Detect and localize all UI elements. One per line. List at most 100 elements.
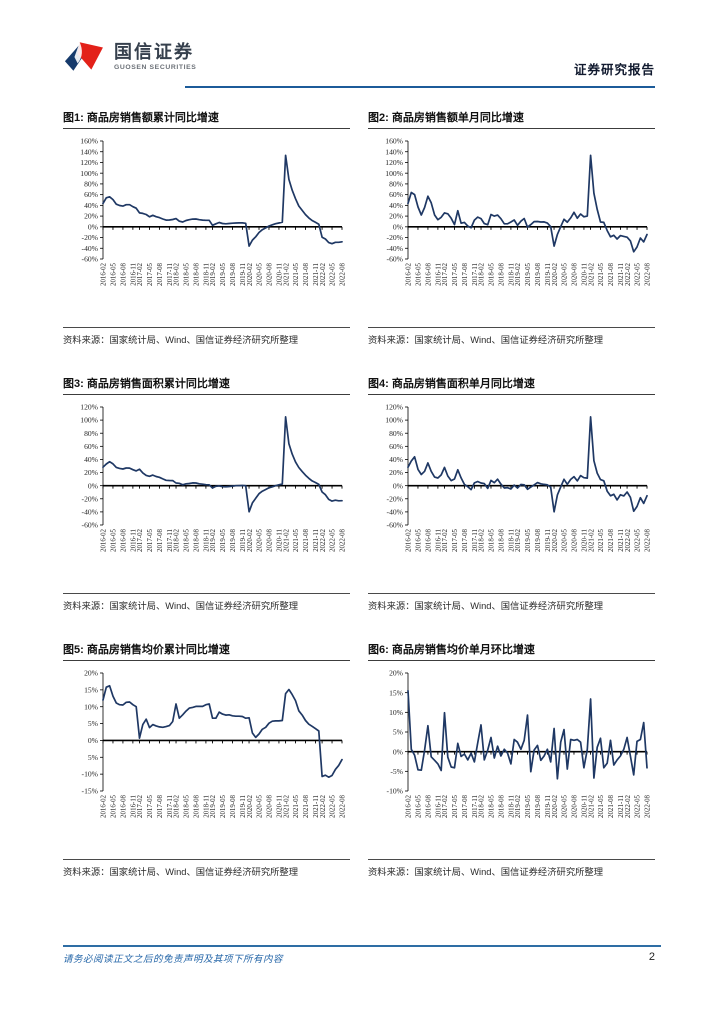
chart-cell-2: 图2: 商品房销售额单月同比增速 160% 140% 120% 100% 80% 60% 4… xyxy=(368,109,655,346)
svg-text:2019-08: 2019-08 xyxy=(535,262,542,286)
svg-text:2017-11: 2017-11 xyxy=(167,794,174,817)
svg-text:0%: 0% xyxy=(88,481,99,490)
svg-text:2017-02: 2017-02 xyxy=(442,262,449,286)
svg-text:100%: 100% xyxy=(80,416,98,425)
svg-text:2020-02: 2020-02 xyxy=(247,528,254,552)
line-chart-4: 120%100%80%60%40%20%0%-20%-40%-60%2016-0… xyxy=(385,403,651,552)
svg-text:-20%: -20% xyxy=(387,494,404,503)
svg-text:2018-02: 2018-02 xyxy=(479,262,486,286)
svg-text:2022-02: 2022-02 xyxy=(625,528,632,552)
svg-text:2020-08: 2020-08 xyxy=(572,262,579,286)
svg-text:2020-05: 2020-05 xyxy=(562,528,569,552)
svg-text:0%: 0% xyxy=(88,222,99,231)
svg-text:20%: 20% xyxy=(84,468,99,477)
svg-text:2016-02: 2016-02 xyxy=(101,528,108,552)
svg-text:-20%: -20% xyxy=(82,494,99,503)
svg-text:80%: 80% xyxy=(84,180,99,189)
svg-text:40%: 40% xyxy=(389,455,404,464)
svg-text:2019-05: 2019-05 xyxy=(525,528,532,552)
svg-text:2018-08: 2018-08 xyxy=(499,262,506,286)
page-number: 2 xyxy=(648,951,655,963)
svg-text:40%: 40% xyxy=(84,455,99,464)
chart-1-source: 资料来源：国家统计局、Wind、国信证券经济研究所整理 xyxy=(63,327,350,346)
svg-text:100%: 100% xyxy=(385,416,403,425)
svg-text:2019-02: 2019-02 xyxy=(210,262,217,286)
svg-text:2022-02: 2022-02 xyxy=(320,262,327,286)
svg-text:2019-11: 2019-11 xyxy=(240,528,247,551)
svg-text:2019-08: 2019-08 xyxy=(230,794,237,818)
svg-text:2018-08: 2018-08 xyxy=(194,528,201,552)
svg-text:2021-11: 2021-11 xyxy=(618,528,625,551)
svg-text:2017-05: 2017-05 xyxy=(452,794,459,818)
svg-text:2016-08: 2016-08 xyxy=(426,262,433,286)
svg-text:2019-05: 2019-05 xyxy=(525,794,532,818)
footer-disclaimer: 请务必阅读正文之后的免责声明及其项下所有内容 xyxy=(63,954,284,965)
svg-text:2016-08: 2016-08 xyxy=(121,528,128,552)
svg-text:2019-11: 2019-11 xyxy=(545,794,552,817)
svg-text:2021-02: 2021-02 xyxy=(588,794,595,818)
svg-text:2016-02: 2016-02 xyxy=(406,794,413,818)
svg-text:40%: 40% xyxy=(84,201,99,210)
svg-text:120%: 120% xyxy=(80,158,98,167)
svg-text:2020-02: 2020-02 xyxy=(247,794,254,818)
svg-text:2021-02: 2021-02 xyxy=(283,262,290,286)
svg-text:2016-11: 2016-11 xyxy=(131,794,138,817)
svg-text:2018-02: 2018-02 xyxy=(174,794,181,818)
svg-text:5%: 5% xyxy=(88,753,99,762)
svg-text:2017-02: 2017-02 xyxy=(137,262,144,286)
svg-text:2022-08: 2022-08 xyxy=(645,262,652,286)
guosen-logo: 国信证券 GUOSEN SECURITIES xyxy=(63,38,196,76)
svg-text:2018-02: 2018-02 xyxy=(479,794,486,818)
footer-divider xyxy=(63,945,661,947)
svg-text:120%: 120% xyxy=(385,158,403,167)
line-chart-1: 160%140% 120% 100% 80%60% 40% 20%0% -20% -40% -6… xyxy=(80,137,346,286)
svg-text:2020-08: 2020-08 xyxy=(267,528,274,552)
svg-text:2016-08: 2016-08 xyxy=(121,794,128,818)
svg-text:2022-08: 2022-08 xyxy=(340,794,347,818)
svg-text:2021-11: 2021-11 xyxy=(313,262,320,285)
page-header: 国信证券 GUOSEN SECURITIES 证券研究报告 xyxy=(63,36,655,88)
svg-text:2020-11: 2020-11 xyxy=(277,794,284,817)
svg-text:2017-11: 2017-11 xyxy=(472,528,479,551)
svg-text:2020-02: 2020-02 xyxy=(552,794,559,818)
svg-text:2016-08: 2016-08 xyxy=(121,262,128,286)
svg-text:2019-05: 2019-05 xyxy=(525,262,532,286)
chart-3-source: 资料来源：国家统计局、Wind、国信证券经济研究所整理 xyxy=(63,593,350,612)
svg-text:2019-08: 2019-08 xyxy=(230,262,237,286)
svg-text:2017-11: 2017-11 xyxy=(472,262,479,285)
svg-text:2018-05: 2018-05 xyxy=(184,794,191,818)
svg-text:2018-02: 2018-02 xyxy=(174,262,181,286)
chart-cell-3: 图3: 商品房销售面积累计同比增速 120% 100% 80% 60% 40% 20% 0%… xyxy=(63,375,350,612)
svg-text:2017-11: 2017-11 xyxy=(167,528,174,551)
svg-text:120%: 120% xyxy=(385,403,403,412)
svg-text:2020-02: 2020-02 xyxy=(247,262,254,286)
svg-text:2022-02: 2022-02 xyxy=(625,262,632,286)
chart-cell-4: 图4: 商品房销售面积单月同比增速 120% 100% 80% 60% 40% 20% 0%… xyxy=(368,375,655,612)
svg-text:2022-02: 2022-02 xyxy=(320,794,327,818)
chart-5-title: 图5: 商品房销售均价累计同比增速 xyxy=(63,641,350,661)
svg-text:-40%: -40% xyxy=(82,507,99,516)
svg-text:2017-11: 2017-11 xyxy=(167,262,174,285)
svg-text:-60%: -60% xyxy=(82,521,99,530)
svg-text:2018-11: 2018-11 xyxy=(204,262,211,285)
svg-text:2017-11: 2017-11 xyxy=(472,794,479,817)
svg-text:2017-08: 2017-08 xyxy=(462,262,469,286)
svg-text:20%: 20% xyxy=(389,468,404,477)
svg-text:2018-11: 2018-11 xyxy=(509,794,516,817)
line-chart-3: 120%100%80%60%40%20%0%-20%-40%-60%2016-0… xyxy=(80,403,346,552)
svg-text:-60%: -60% xyxy=(82,255,99,264)
svg-text:2018-05: 2018-05 xyxy=(184,528,191,552)
svg-text:2020-08: 2020-08 xyxy=(267,794,274,818)
svg-text:2019-02: 2019-02 xyxy=(515,262,522,286)
svg-text:2021-05: 2021-05 xyxy=(293,262,300,286)
svg-text:2020-11: 2020-11 xyxy=(277,528,284,551)
chart-1-title: 图1: 商品房销售额累计同比增速 xyxy=(63,109,350,129)
svg-text:2018-08: 2018-08 xyxy=(499,528,506,552)
svg-text:2019-02: 2019-02 xyxy=(210,528,217,552)
svg-text:2021-02: 2021-02 xyxy=(283,794,290,818)
svg-text:2018-05: 2018-05 xyxy=(489,528,496,552)
svg-text:5%: 5% xyxy=(393,728,404,737)
svg-text:2017-08: 2017-08 xyxy=(462,528,469,552)
svg-text:2022-02: 2022-02 xyxy=(320,528,327,552)
svg-text:20%: 20% xyxy=(389,669,404,678)
